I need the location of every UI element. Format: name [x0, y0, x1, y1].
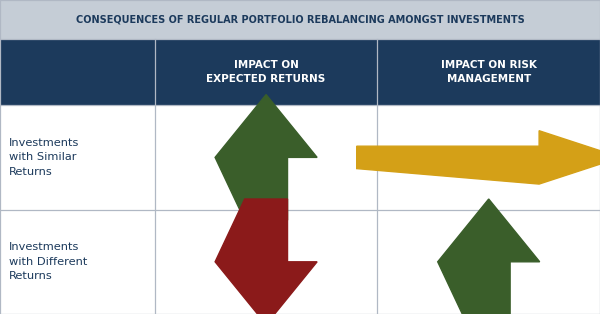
Bar — [0, 105, 600, 210]
Text: IMPACT ON
EXPECTED RETURNS: IMPACT ON EXPECTED RETURNS — [206, 60, 326, 84]
Text: CONSEQUENCES OF REGULAR PORTFOLIO REBALANCING AMONGST INVESTMENTS: CONSEQUENCES OF REGULAR PORTFOLIO REBALA… — [76, 15, 524, 24]
Polygon shape — [438, 199, 540, 314]
Bar — [0, 210, 600, 314]
Bar — [0, 39, 600, 105]
Text: Investments
with Similar
Returns: Investments with Similar Returns — [9, 138, 79, 177]
Polygon shape — [357, 131, 600, 184]
Polygon shape — [215, 199, 317, 314]
Text: IMPACT ON RISK
MANAGEMENT: IMPACT ON RISK MANAGEMENT — [441, 60, 536, 84]
Bar — [0, 0, 600, 39]
Text: Investments
with Different
Returns: Investments with Different Returns — [9, 242, 88, 281]
Polygon shape — [215, 95, 317, 220]
